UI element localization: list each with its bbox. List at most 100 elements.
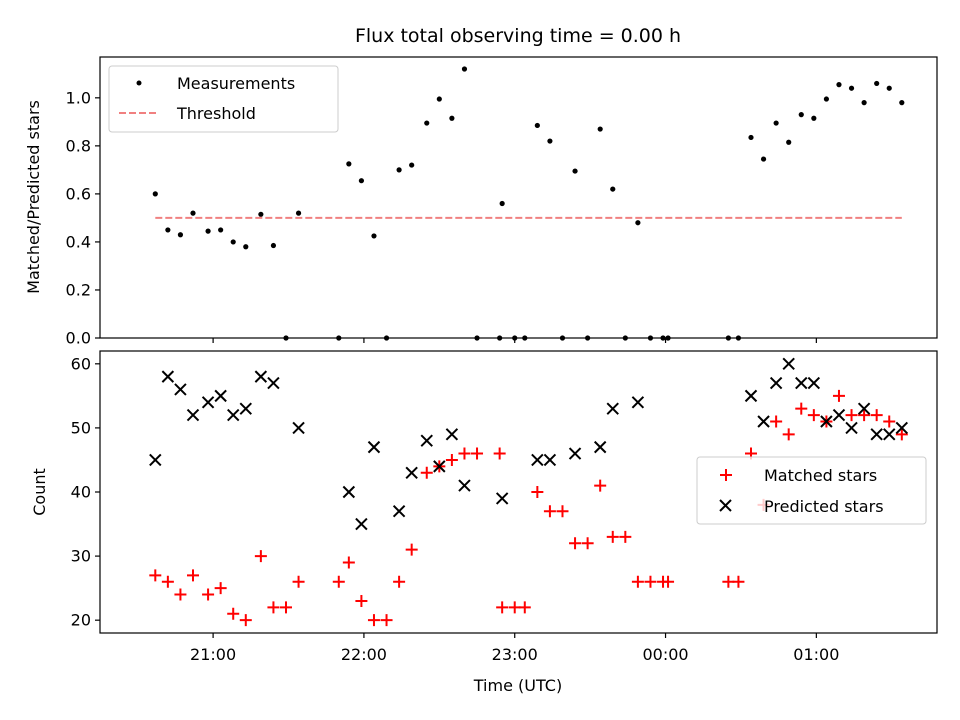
- predicted-stars-point: [267, 376, 280, 390]
- matched-stars-point: [870, 409, 883, 422]
- matched-stars-point: [662, 575, 675, 588]
- measurement-point: [396, 167, 402, 173]
- matched-stars-point: [782, 428, 795, 441]
- predicted-stars-point: [870, 428, 883, 441]
- x-tick-label: 21:00: [190, 645, 236, 664]
- measurement-point: [205, 228, 211, 234]
- matched-stars-point: [581, 537, 594, 550]
- predicted-stars-point: [593, 440, 607, 454]
- measurement-point: [497, 335, 503, 341]
- y-tick-label: 30: [71, 547, 91, 566]
- measurement-point: [635, 220, 641, 226]
- y-tick-label: 0.6: [66, 184, 91, 203]
- matched-stars-point: [342, 556, 355, 569]
- matched-stars-point: [619, 530, 632, 543]
- matched-stars-point: [883, 415, 896, 428]
- bottom-legend: Matched stars Predicted stars: [696, 456, 927, 525]
- predicted-stars-point: [405, 466, 418, 479]
- measurement-point: [665, 335, 671, 341]
- top-plot-area: 0.0 0.2 0.4 0.6 0.8 1.0: [66, 56, 938, 348]
- y-tick-label: 60: [71, 354, 91, 373]
- predicted-stars-point: [174, 383, 187, 396]
- y-tick-label: 0.8: [66, 136, 91, 155]
- predicted-stars-point: [433, 460, 446, 473]
- bottom-plot-area: 20 30 40 50 60 21:00 22:00 23:00 00:00 01:00: [71, 350, 938, 664]
- predicted-stars-point: [757, 415, 770, 428]
- predicted-stars-point: [342, 485, 356, 499]
- measurement-point: [283, 335, 289, 341]
- predicted-stars-point: [201, 396, 215, 409]
- matched-stars-point: [471, 447, 484, 460]
- measurement-point: [848, 85, 855, 91]
- top-ylabel: Matched/Predicted stars: [24, 100, 43, 294]
- predicted-stars-point: [832, 408, 846, 422]
- measurement-point: [461, 66, 468, 72]
- measurement-point: [346, 161, 352, 167]
- matched-stars-point: [556, 505, 569, 518]
- predicted-stars-point: [254, 370, 268, 383]
- predicted-stars-point: [458, 479, 471, 492]
- matched-stars-point: [420, 466, 433, 479]
- top-legend: Measurements Threshold: [108, 65, 339, 133]
- matched-stars-point: [543, 505, 556, 518]
- matched-stars-point: [569, 537, 582, 550]
- matched-stars-point: [161, 575, 174, 588]
- measurement-point: [230, 239, 236, 245]
- legend-threshold-label: Threshold: [176, 104, 256, 123]
- predicted-stars-point: [795, 376, 808, 390]
- bottom-xlabel: Time (UTC): [473, 676, 562, 695]
- matched-stars-point: [202, 588, 215, 601]
- bottom-ylabel: Count: [30, 468, 49, 516]
- measurement-point: [270, 242, 277, 249]
- matched-stars-point: [267, 601, 280, 614]
- y-tick-label: 20: [71, 611, 91, 630]
- predicted-stars-point: [355, 517, 368, 531]
- measurement-point: [177, 232, 184, 238]
- matched-stars-point: [380, 614, 393, 627]
- y-tick-label: 40: [71, 483, 91, 502]
- measurement-point: [336, 335, 342, 341]
- measurement-point: [735, 335, 742, 341]
- matched-stars-point: [722, 575, 735, 588]
- y-tick-label: 0.4: [66, 232, 91, 251]
- predicted-stars-point: [239, 402, 252, 415]
- matched-stars-point: [631, 575, 644, 588]
- measurement-point: [836, 82, 842, 88]
- predicted-stars-point: [857, 402, 871, 415]
- measurement-point: [559, 335, 566, 341]
- matched-stars-point: [770, 415, 783, 428]
- predicted-stars-point: [214, 389, 227, 403]
- matched-stars-point: [594, 479, 607, 492]
- matched-stars-point: [227, 607, 240, 620]
- measurement-point: [899, 100, 905, 106]
- matched-stars-point: [531, 486, 544, 498]
- predicted-stars-point: [769, 376, 783, 390]
- legend-measurements-label: Measurements: [177, 74, 295, 93]
- measurement-point: [773, 120, 779, 126]
- predicted-stars-point: [161, 370, 175, 383]
- predicted-stars-point: [744, 389, 758, 403]
- x-tick-label: 01:00: [793, 645, 839, 664]
- predicted-stars-point: [568, 447, 582, 460]
- predicted-stars-point: [292, 421, 305, 435]
- matched-stars-point: [807, 409, 820, 422]
- matched-stars-point: [644, 575, 657, 588]
- chart-title: Flux total observing time = 0.00 h: [355, 25, 681, 47]
- measurement-point: [798, 112, 804, 118]
- measurement-point: [424, 120, 430, 126]
- legend-predicted-label: Predicted stars: [764, 497, 884, 516]
- matched-stars-point: [732, 575, 745, 588]
- predicted-stars-point: [606, 402, 619, 415]
- predicted-stars-point: [631, 396, 645, 409]
- measurement-point: [748, 134, 754, 141]
- measurement-point: [610, 186, 616, 192]
- measurement-point: [449, 115, 455, 121]
- measurement-point: [258, 211, 264, 217]
- predicted-stars-point: [420, 434, 433, 447]
- measurement-point: [436, 96, 442, 102]
- measurement-point: [534, 122, 540, 129]
- predicted-stars-point: [543, 453, 557, 467]
- matched-stars-point: [795, 402, 808, 415]
- matched-stars-point: [332, 575, 345, 588]
- measurement-point: [547, 138, 553, 144]
